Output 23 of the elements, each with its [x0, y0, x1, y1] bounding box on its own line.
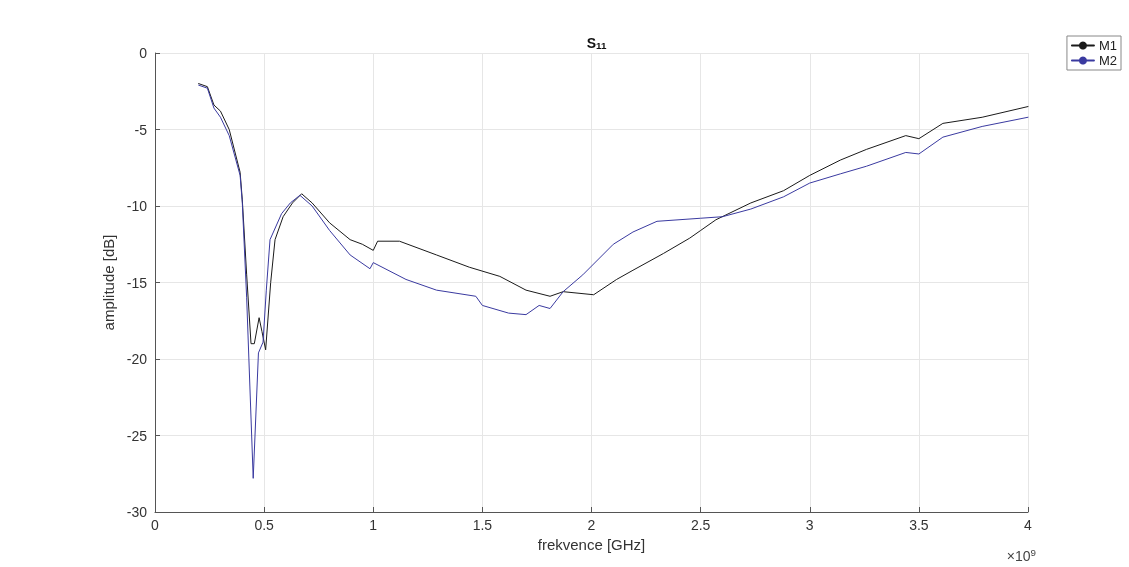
- x-tick-label: 3.5: [909, 517, 929, 533]
- chart-title: S11: [586, 34, 607, 52]
- y-tick-label: -25: [126, 427, 148, 444]
- y-tick-label: -15: [126, 274, 148, 291]
- y-tick-label: -5: [134, 121, 148, 138]
- x-tick-label: 4: [1024, 517, 1033, 533]
- legend-label: M1: [1098, 38, 1117, 53]
- x-axis-title: frekvence [GHz]: [537, 535, 646, 553]
- legend-label: M2: [1098, 53, 1117, 68]
- x-tick-label: 2.5: [690, 517, 711, 533]
- x-tick-label: 1: [369, 517, 378, 533]
- y-tick-label: 0: [139, 45, 148, 61]
- y-axis-title: amplitude [dB]: [99, 234, 117, 331]
- y-tick-label: -10: [126, 198, 148, 214]
- x-tick-label: 1.5: [472, 517, 493, 533]
- y-tick-label: -30: [126, 504, 148, 520]
- x-tick-label: 2: [587, 517, 596, 533]
- x-tick-label: 0.5: [254, 517, 275, 533]
- line-series: [198, 83, 1029, 351]
- x-tick-label: 3: [805, 517, 814, 533]
- y-tick-label: -20: [126, 351, 148, 367]
- line-series: [198, 84, 1029, 479]
- x-tick-label: 0: [151, 517, 160, 533]
